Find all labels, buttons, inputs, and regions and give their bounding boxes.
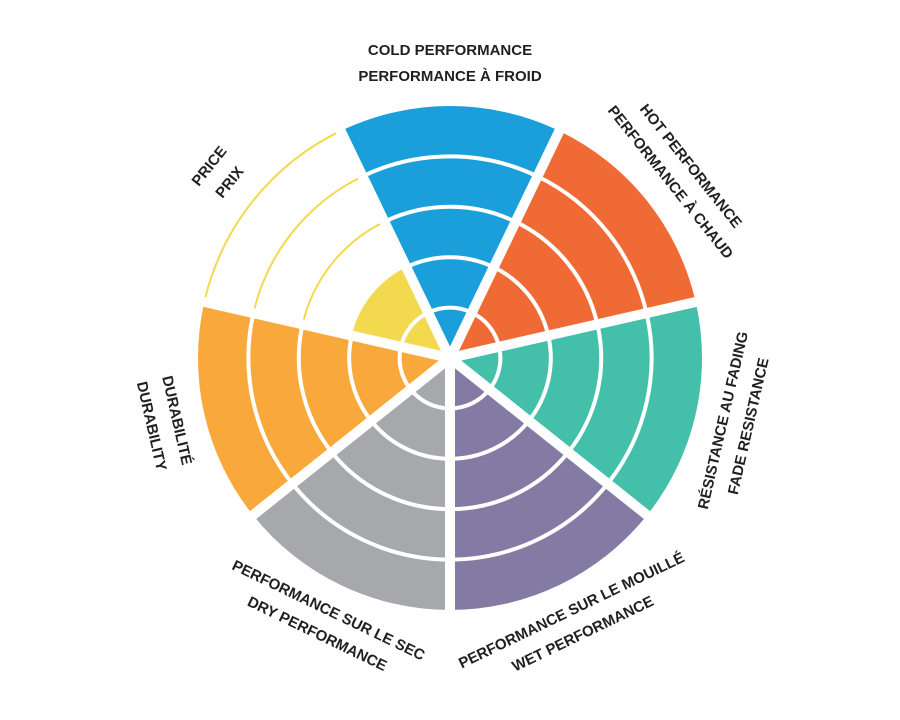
sector [450, 301, 703, 516]
ring [449, 419, 531, 461]
category-label: COLD PERFORMANCE PERFORMANCE À FROID [358, 42, 542, 85]
ring [290, 482, 451, 562]
ring [383, 204, 517, 224]
sector [252, 358, 450, 610]
sector [340, 106, 560, 359]
ring [514, 219, 600, 325]
ring [301, 220, 385, 325]
label-line: PERFORMANCE À FROID [358, 68, 542, 85]
sector [197, 301, 450, 516]
ring [203, 130, 342, 303]
sector-gap [446, 354, 658, 526]
ring [606, 312, 654, 485]
sector [351, 267, 450, 358]
sector [450, 130, 696, 358]
ring [246, 312, 294, 485]
sector-gap [242, 354, 454, 526]
ring [405, 255, 495, 269]
ring [252, 175, 363, 314]
ring [449, 482, 610, 562]
sector-gap [331, 119, 455, 361]
sector [450, 358, 648, 610]
sector-gap [193, 294, 452, 363]
ring [527, 335, 553, 423]
ring [369, 419, 451, 461]
sector-gap [448, 294, 707, 363]
ring [492, 265, 551, 337]
ring [566, 323, 604, 454]
label-line: COLD PERFORMANCE [368, 42, 532, 59]
ring [330, 451, 451, 512]
ring [347, 335, 373, 423]
ring [361, 154, 539, 179]
ring [296, 323, 334, 454]
ring [536, 174, 649, 314]
sector-gap [445, 119, 569, 361]
ring [449, 451, 570, 512]
